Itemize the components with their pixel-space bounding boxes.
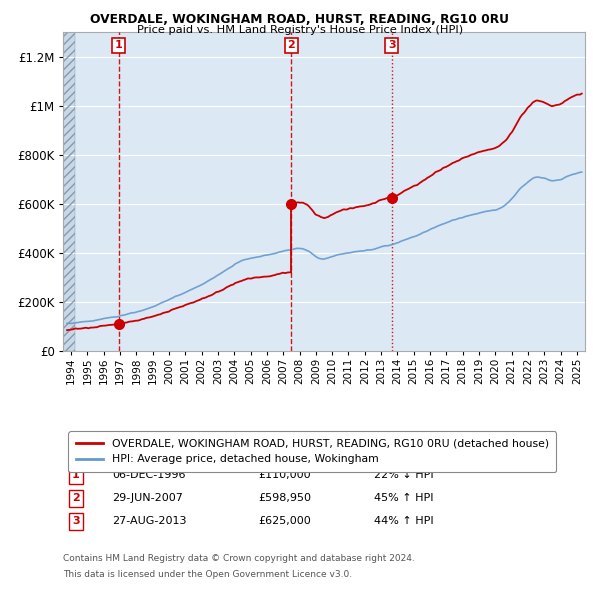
- Text: 27-AUG-2013: 27-AUG-2013: [113, 516, 187, 526]
- Text: Price paid vs. HM Land Registry's House Price Index (HPI): Price paid vs. HM Land Registry's House …: [137, 25, 463, 35]
- Text: 29-JUN-2007: 29-JUN-2007: [113, 493, 184, 503]
- Text: This data is licensed under the Open Government Licence v3.0.: This data is licensed under the Open Gov…: [63, 571, 352, 579]
- Text: Contains HM Land Registry data © Crown copyright and database right 2024.: Contains HM Land Registry data © Crown c…: [63, 553, 415, 563]
- Text: 1: 1: [115, 41, 122, 50]
- Text: 2: 2: [72, 493, 80, 503]
- Text: £110,000: £110,000: [259, 470, 311, 480]
- Text: 2: 2: [287, 41, 295, 50]
- Text: 44% ↑ HPI: 44% ↑ HPI: [374, 516, 433, 526]
- Text: 06-DEC-1996: 06-DEC-1996: [113, 470, 186, 480]
- Legend: OVERDALE, WOKINGHAM ROAD, HURST, READING, RG10 0RU (detached house), HPI: Averag: OVERDALE, WOKINGHAM ROAD, HURST, READING…: [68, 431, 556, 472]
- Bar: [63, 32, 75, 351]
- Text: £598,950: £598,950: [259, 493, 312, 503]
- Bar: [63, 32, 75, 351]
- Text: OVERDALE, WOKINGHAM ROAD, HURST, READING, RG10 0RU: OVERDALE, WOKINGHAM ROAD, HURST, READING…: [91, 13, 509, 26]
- Text: 3: 3: [72, 516, 80, 526]
- Text: 1: 1: [72, 470, 80, 480]
- Text: 45% ↑ HPI: 45% ↑ HPI: [374, 493, 433, 503]
- Text: 22% ↓ HPI: 22% ↓ HPI: [374, 470, 433, 480]
- Text: £625,000: £625,000: [259, 516, 311, 526]
- Text: 3: 3: [388, 41, 395, 50]
